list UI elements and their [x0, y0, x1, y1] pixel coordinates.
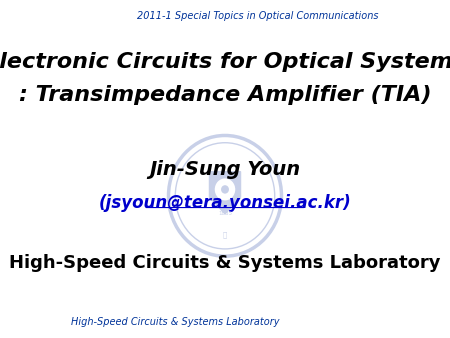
Text: High-Speed Circuits & Systems Laboratory: High-Speed Circuits & Systems Laboratory: [9, 254, 441, 272]
Polygon shape: [209, 172, 241, 214]
Text: High-Speed Circuits & Systems Laboratory: High-Speed Circuits & Systems Laboratory: [71, 317, 280, 327]
Text: Jin-Sung Youn: Jin-Sung Youn: [149, 160, 301, 178]
Circle shape: [221, 185, 229, 194]
Text: 1885: 1885: [218, 212, 232, 216]
Text: (jsyoun@tera.yonsei.ac.kr): (jsyoun@tera.yonsei.ac.kr): [99, 194, 351, 212]
Circle shape: [214, 177, 236, 201]
Text: 내: 내: [223, 232, 227, 238]
Text: : Transimpedance Amplifier (TIA): : Transimpedance Amplifier (TIA): [19, 85, 431, 105]
Text: 2011-1 Special Topics in Optical Communications: 2011-1 Special Topics in Optical Communi…: [137, 11, 379, 21]
Text: Electronic Circuits for Optical Systems: Electronic Circuits for Optical Systems: [0, 52, 450, 72]
